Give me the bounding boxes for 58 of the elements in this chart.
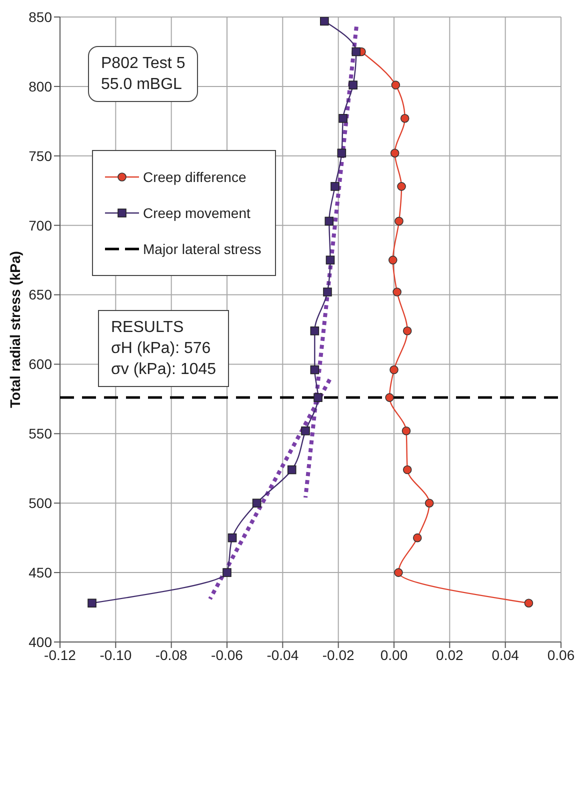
x-tick-label: -0.06 — [211, 646, 244, 663]
point — [330, 182, 340, 191]
x-tick-label: 0.00 — [380, 646, 408, 663]
point — [326, 256, 335, 264]
point — [424, 498, 434, 508]
point — [338, 114, 348, 123]
x-tick-label: -0.04 — [266, 646, 299, 663]
y-tick-label: 600 — [28, 356, 52, 372]
y-tick-label: 750 — [28, 148, 52, 164]
y-tick-label: 550 — [28, 426, 52, 442]
point — [385, 393, 394, 402]
point — [314, 393, 322, 402]
point — [324, 216, 334, 226]
point — [337, 148, 346, 158]
x-tick-label: -0.10 — [100, 646, 132, 663]
point — [402, 326, 412, 336]
point — [88, 598, 96, 608]
legend-label: Major lateral stress — [143, 241, 262, 257]
point — [252, 498, 262, 508]
point — [310, 326, 320, 336]
x-tick-label: 0.06 — [547, 646, 575, 663]
x-tick-label: -0.08 — [155, 646, 188, 663]
point — [222, 568, 232, 577]
y-tick-label: 850 — [28, 8, 52, 25]
point — [391, 80, 400, 90]
y-tick-label: 800 — [28, 78, 52, 94]
point — [394, 216, 404, 226]
point — [323, 288, 332, 296]
point — [348, 80, 358, 90]
point — [397, 182, 406, 191]
point — [402, 465, 412, 474]
point — [412, 533, 422, 542]
point — [228, 533, 237, 542]
point — [524, 598, 534, 608]
point — [301, 426, 310, 436]
point — [400, 114, 410, 123]
x-tick-label: 0.02 — [436, 646, 464, 663]
annotation: P802 Test 5 55.0 mBGL — [101, 54, 186, 95]
annotation: RESULTS σH (kPa): 576 σv (kPa): 1045 — [111, 318, 216, 380]
y-tick-label: 450 — [28, 564, 52, 581]
x-tick-label: 0.04 — [492, 646, 520, 663]
point — [392, 288, 402, 296]
legend-label: Creep difference — [143, 169, 246, 185]
point — [388, 256, 398, 264]
point — [352, 47, 361, 56]
point — [394, 568, 403, 577]
point — [390, 365, 398, 374]
point — [310, 365, 320, 374]
point — [402, 426, 411, 436]
y-tick-label: 700 — [28, 217, 52, 234]
legend-label: Creep movement — [143, 205, 250, 221]
point — [320, 17, 329, 26]
point — [390, 148, 400, 158]
y-tick-label: 500 — [28, 495, 52, 512]
point — [287, 465, 296, 474]
x-tick-label: -0.02 — [322, 646, 354, 663]
y-axis-title: Total radial stress (kPa) — [6, 251, 23, 408]
y-tick-label: 650 — [28, 286, 52, 303]
